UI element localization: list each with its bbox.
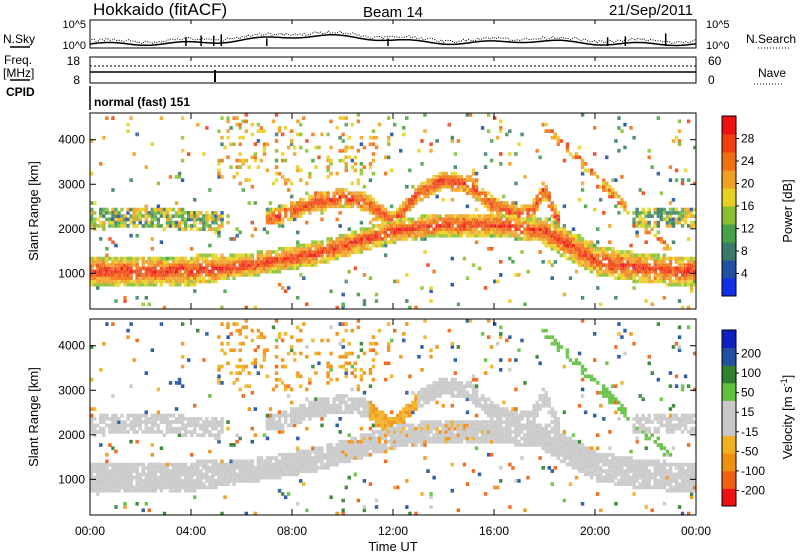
y-tick-label: 4000 (58, 133, 85, 147)
power-colorbar-label: 12 (741, 222, 755, 236)
nave-tick-high: 60 (708, 54, 722, 68)
y-tick-label: 2000 (58, 222, 85, 236)
power-colorbar-label: Power [dB] (780, 179, 795, 243)
nsky-spikes (185, 33, 667, 46)
power-colorbar-label: 8 (741, 244, 748, 258)
power-ylabel: Slant Range [km] (26, 161, 41, 261)
station-title: Hokkaido (fitACF) (93, 0, 227, 19)
power-colorbar-label: 16 (741, 199, 755, 213)
power-colorbar-segment (722, 260, 736, 279)
power-colorbar-segment (722, 152, 736, 171)
freq-tick-high: 18 (67, 54, 81, 68)
cpid-label: CPID (6, 85, 35, 99)
power-colorbar-segment (722, 206, 736, 225)
nsearch-tick-high: 10^5 (706, 19, 730, 31)
nsky-label: N.Sky (3, 32, 35, 46)
beam-title: Beam 14 (363, 4, 423, 21)
nsky-tick-high: 10^5 (62, 19, 86, 31)
power-colorbar-segment (722, 134, 736, 153)
power-texture (90, 113, 696, 309)
nsky-tick-low: 10^0 (62, 40, 86, 52)
date-title: 21/Sep/2011 (609, 2, 693, 19)
power-colorbar-label: 28 (741, 132, 755, 146)
power-colorbar-segment (722, 188, 736, 207)
nave-tick-low: 0 (708, 73, 715, 87)
freq-unit-label: [MHz] (3, 66, 34, 80)
nsky-trace (89, 34, 697, 47)
nsearch-label: N.Search (746, 32, 796, 46)
power-colorbar-segment (722, 242, 736, 261)
power-colorbar-segment (722, 224, 736, 243)
power-colorbar-segment (722, 116, 736, 135)
power-colorbar-segment (722, 278, 736, 297)
nave-label: Nave (758, 66, 786, 80)
power-colorbar-segment (722, 170, 736, 189)
cpid-panel: CPID normal (fast) 151 (6, 85, 190, 110)
y-tick-label: 1000 (58, 266, 85, 280)
power-cells (90, 113, 696, 309)
nsky-panel: N.Sky 10^5 10^0 10^5 10^0 N.Search (3, 19, 796, 52)
freq-panel: Freq. [MHz] 18 8 60 0 Nave (3, 53, 786, 87)
power-colorbar-label: 20 (741, 177, 755, 191)
power-colorbar: 4 8 12 16 20 24 28 (721, 115, 755, 297)
power-panel: 1000 2000 3000 4000 Slant Range [km] 4 8 12 16… (26, 112, 795, 310)
freq-label: Freq. (4, 53, 32, 67)
nsearch-trace (89, 30, 697, 45)
cpid-mode-text: normal (fast) 151 (94, 95, 190, 109)
nsearch-tick-low: 10^0 (706, 40, 730, 52)
power-colorbar-label: 4 (741, 267, 748, 281)
velocity-cells (90, 319, 696, 515)
y-tick-label: 3000 (58, 177, 85, 191)
power-colorbar-label: 24 (741, 154, 755, 168)
freq-tick-low: 8 (73, 73, 80, 87)
